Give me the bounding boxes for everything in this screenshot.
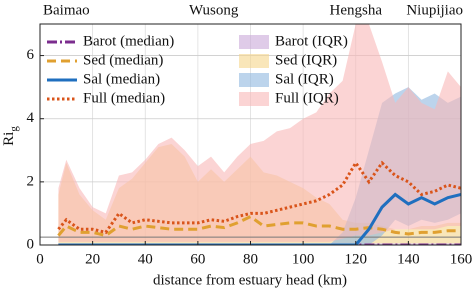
y-axis-label: Rig [1,126,19,146]
legend-swatch [239,92,269,106]
legend-label: Sed (IQR) [275,52,337,68]
station-label: Niupijiao [406,2,463,18]
station-label: Hengsha [330,2,383,18]
legend-swatch [239,73,269,87]
y-label-main: Ri [1,132,17,146]
median-line [57,160,461,235]
legend-label: Sal (median) [83,71,160,87]
x-tick-label: 80 [243,251,258,267]
station-label: Wusong [189,2,239,18]
y-tick-label: 2 [27,173,35,189]
y-tick-label: 4 [27,110,35,126]
station-label: Baimao [43,2,90,18]
legend-label: Full (IQR) [275,90,339,106]
x-tick-label: 0 [36,251,44,267]
legend-swatch [239,54,269,68]
y-label-sub: g [8,126,20,132]
x-tick-label: 140 [397,251,420,267]
median-line [57,214,461,238]
median-line [58,192,461,245]
legend-label: Sed (median) [83,52,163,68]
legend-label: Full (median) [83,90,165,106]
x-tick-label: 100 [292,251,315,267]
iqr-band [58,24,461,242]
x-tick-label: 40 [138,251,153,267]
x-tick-label: 20 [85,251,100,267]
x-tick-label: 60 [190,251,205,267]
legend-swatch [239,35,269,49]
y-tick-label: 6 [27,47,35,63]
legend-label: Sal (IQR) [275,71,334,87]
x-tick-label: 160 [450,251,473,267]
y-tick-label: 0 [27,236,35,252]
x-tick-label: 120 [345,251,368,267]
legend-label: Barot (median) [83,33,174,49]
x-axis-label: distance from estuary head (km) [153,272,347,288]
legend-label: Barot (IQR) [275,33,348,49]
